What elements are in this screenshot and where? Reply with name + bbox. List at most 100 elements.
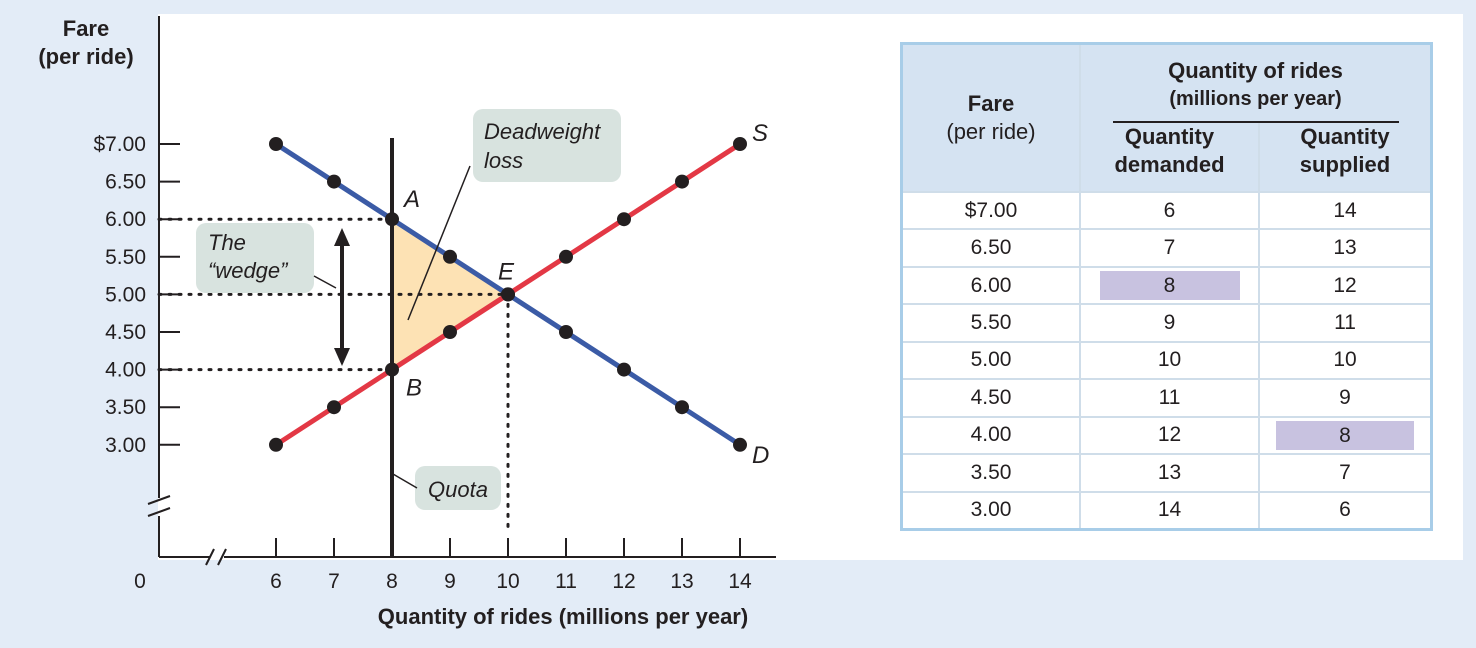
demand-label: D: [752, 442, 769, 469]
quota-leader-line: [392, 473, 418, 489]
fare-cell: 3.00: [903, 490, 1081, 528]
fare-cell: 4.50: [903, 378, 1081, 417]
demand-point: [327, 174, 341, 189]
supply-point: [733, 137, 747, 151]
table-row: 5.50 9 11: [903, 303, 1430, 342]
x-tick-label: 9: [444, 570, 456, 593]
quantity-supplied-cell: 13: [1259, 228, 1430, 267]
wedge-callout-line2: “wedge”: [208, 258, 289, 283]
origin-label: 0: [134, 570, 146, 593]
quantity-demanded-cell: 11: [1080, 378, 1260, 417]
y-axis-break-mark: [147, 507, 171, 517]
table-row: 6.00 8 12: [903, 265, 1430, 305]
quantity-demanded-cell: 12: [1080, 415, 1260, 455]
highlighted-value: 8: [1099, 271, 1240, 301]
fare-header-line2: (per ride): [946, 119, 1036, 144]
quantity-supplied-cell: 10: [1259, 340, 1430, 380]
x-tick-label: 14: [728, 570, 752, 593]
deadweight-leader-line: [407, 165, 471, 321]
quantity-demanded-cell: 10: [1080, 340, 1260, 380]
quantity-supplied-cell: 6: [1259, 490, 1430, 528]
x-tick-label: 12: [612, 570, 635, 593]
fare-cell: 6.00: [903, 265, 1081, 305]
x-tick-label: 8: [386, 570, 398, 593]
supply-point: [559, 249, 573, 264]
quota-callout-text: Quota: [428, 477, 488, 502]
quantity-demanded-cell: 14: [1080, 490, 1260, 528]
wedge-arrow-head-down: [334, 348, 350, 366]
supply-point: [675, 174, 689, 189]
demand-point: [269, 137, 283, 151]
x-axis-break-mark: [205, 548, 215, 566]
wedge-arrow-head-up: [334, 228, 350, 246]
supply-point: [443, 325, 457, 339]
y-tick-label: 6.50: [105, 171, 146, 194]
fare-column-header: Fare (per ride): [903, 45, 1081, 192]
quantity-supplied-cell: 9: [1259, 378, 1430, 417]
point-label-e: E: [498, 258, 515, 285]
fare-cell: 4.00: [903, 415, 1081, 455]
quantity-supplied-cell: 11: [1259, 303, 1430, 342]
supply-point: [501, 287, 515, 302]
quantity-demanded-cell: 9: [1080, 303, 1260, 342]
quantity-supplied-cell: 14: [1259, 190, 1430, 230]
demand-point: [675, 400, 689, 415]
y-tick-label: 3.00: [105, 434, 146, 457]
x-tick-label: 7: [328, 570, 340, 593]
quantity-demanded-header: Quantity demanded: [1080, 123, 1260, 192]
supply-point: [269, 437, 283, 452]
table-row: 5.00 10 10: [903, 340, 1430, 380]
y-tick-label: 4.00: [105, 359, 146, 382]
quantity-supplied-header: Quantity supplied: [1259, 123, 1430, 192]
fare-cell: 5.00: [903, 340, 1081, 380]
highlighted-value: 8: [1276, 420, 1414, 450]
y-tick-label: 3.50: [105, 396, 146, 419]
y-axis-break-mark: [147, 495, 171, 505]
y-tick-label: 4.50: [105, 321, 146, 344]
demand-point: [443, 249, 457, 264]
data-table-box: Fare (per ride) Quantity of rides (milli…: [900, 42, 1433, 531]
x-axis-title: Quantity of rides (millions per year): [378, 604, 748, 629]
x-tick-label: 10: [496, 570, 519, 593]
fare-cell: 5.50: [903, 303, 1081, 342]
wedge-callout: [196, 223, 314, 293]
quantity-supplied-cell-highlighted: 8: [1259, 415, 1430, 455]
wedge-callout-line1: The: [208, 230, 246, 255]
group-header-line1: Quantity of rides: [1168, 58, 1343, 83]
table-row: 3.00 14 6: [903, 490, 1430, 528]
quantity-demanded-cell: 6: [1080, 190, 1260, 230]
wedge-leader-line: [313, 275, 337, 289]
point-label-a: A: [402, 186, 420, 213]
x-tick-label: 6: [270, 570, 282, 593]
deadweight-callout-line1: Deadweight: [484, 119, 601, 144]
x-tick-label: 13: [670, 570, 693, 593]
quota-chart: $7.00 6.50 6.00 5.50 5.00 4.50 4.00 3.50 3.00 6 7 8…: [38, 16, 776, 629]
qd-header-line2: demanded: [1114, 152, 1225, 177]
x-axis-break-mark: [217, 548, 227, 566]
data-table: Fare (per ride) Quantity of rides (milli…: [903, 45, 1430, 528]
quantity-demanded-cell: 13: [1080, 453, 1260, 492]
qd-header-line1: Quantity: [1124, 124, 1215, 149]
supply-point: [327, 400, 341, 415]
fare-cell: 3.50: [903, 453, 1081, 492]
qs-header-line1: Quantity: [1300, 124, 1390, 149]
fare-cell: 6.50: [903, 228, 1081, 267]
demand-point: [617, 362, 631, 377]
quantity-demanded-cell-highlighted: 8: [1080, 265, 1260, 305]
quantity-demanded-cell: 7: [1080, 228, 1260, 267]
x-tick-label: 11: [555, 570, 577, 593]
supply-point: [385, 362, 399, 377]
quota-callout: [415, 466, 501, 510]
table-row: $7.00 6 14: [903, 190, 1430, 230]
demand-point: [385, 212, 399, 227]
demand-point: [559, 325, 573, 339]
y-axis-title-line2: (per ride): [38, 44, 133, 69]
y-tick-label: 5.00: [105, 283, 146, 306]
qs-header-line2: supplied: [1299, 152, 1391, 177]
table-row: 4.00 12 8: [903, 415, 1430, 455]
y-tick-label: $7.00: [93, 133, 146, 156]
y-tick-label: 6.00: [105, 208, 146, 231]
table-row: 3.50 13 7: [903, 453, 1430, 492]
demand-point: [733, 437, 747, 452]
